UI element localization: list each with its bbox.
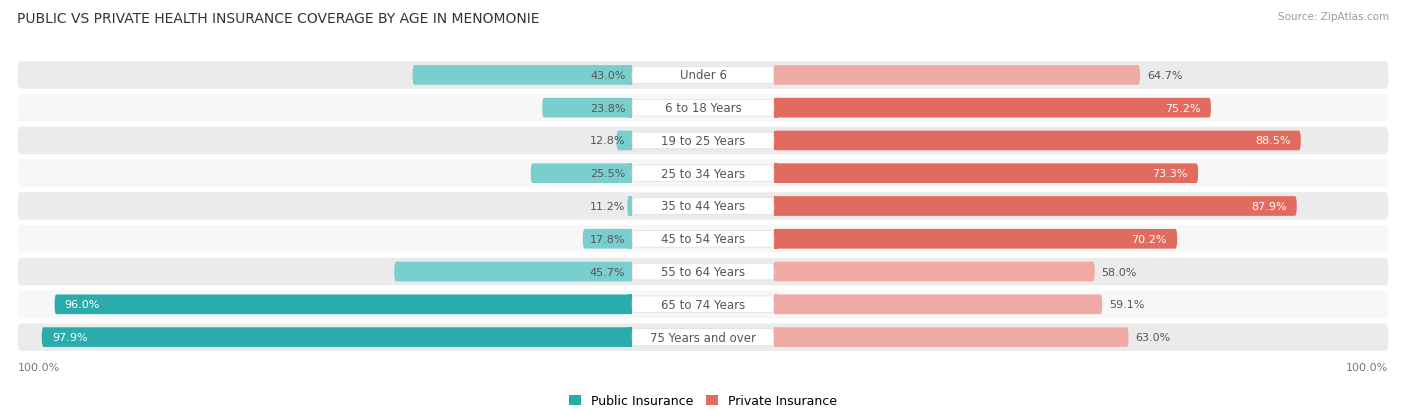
Text: 55 to 64 Years: 55 to 64 Years <box>661 266 745 278</box>
FancyBboxPatch shape <box>633 296 773 313</box>
Bar <box>773 164 778 184</box>
Text: 59.1%: 59.1% <box>1109 299 1144 310</box>
Text: 63.0%: 63.0% <box>1135 332 1171 342</box>
FancyBboxPatch shape <box>773 328 1129 347</box>
FancyBboxPatch shape <box>627 197 633 216</box>
FancyBboxPatch shape <box>633 166 773 182</box>
FancyBboxPatch shape <box>17 95 1389 122</box>
FancyBboxPatch shape <box>17 127 1389 155</box>
Bar <box>628 164 633 184</box>
Text: 75.2%: 75.2% <box>1166 103 1201 114</box>
Text: 25.5%: 25.5% <box>591 169 626 179</box>
Text: 25 to 34 Years: 25 to 34 Years <box>661 167 745 180</box>
FancyBboxPatch shape <box>531 164 633 184</box>
FancyBboxPatch shape <box>582 229 633 249</box>
Text: 70.2%: 70.2% <box>1132 234 1167 244</box>
Text: 58.0%: 58.0% <box>1101 267 1137 277</box>
Text: PUBLIC VS PRIVATE HEALTH INSURANCE COVERAGE BY AGE IN MENOMONIE: PUBLIC VS PRIVATE HEALTH INSURANCE COVER… <box>17 12 540 26</box>
Bar <box>628 295 633 314</box>
Text: 96.0%: 96.0% <box>65 299 100 310</box>
FancyBboxPatch shape <box>394 262 633 282</box>
FancyBboxPatch shape <box>17 291 1389 318</box>
FancyBboxPatch shape <box>633 133 773 150</box>
FancyBboxPatch shape <box>17 193 1389 220</box>
FancyBboxPatch shape <box>773 66 1140 85</box>
FancyBboxPatch shape <box>633 198 773 215</box>
Bar <box>628 66 633 85</box>
Bar <box>628 99 633 118</box>
FancyBboxPatch shape <box>412 66 633 85</box>
Text: 88.5%: 88.5% <box>1256 136 1291 146</box>
FancyBboxPatch shape <box>773 99 1211 118</box>
Text: 6 to 18 Years: 6 to 18 Years <box>665 102 741 115</box>
Text: 43.0%: 43.0% <box>591 71 626 81</box>
Text: 11.2%: 11.2% <box>591 202 626 211</box>
Text: 12.8%: 12.8% <box>591 136 626 146</box>
FancyBboxPatch shape <box>543 99 633 118</box>
FancyBboxPatch shape <box>633 263 773 280</box>
Text: 35 to 44 Years: 35 to 44 Years <box>661 200 745 213</box>
Text: 87.9%: 87.9% <box>1251 202 1286 211</box>
Bar <box>628 262 633 282</box>
FancyBboxPatch shape <box>633 231 773 247</box>
FancyBboxPatch shape <box>773 164 1198 184</box>
Bar <box>773 328 778 347</box>
Bar <box>628 229 633 249</box>
Text: 23.8%: 23.8% <box>591 103 626 114</box>
FancyBboxPatch shape <box>773 229 1177 249</box>
Text: 17.8%: 17.8% <box>591 234 626 244</box>
Text: Source: ZipAtlas.com: Source: ZipAtlas.com <box>1278 12 1389 22</box>
FancyBboxPatch shape <box>17 160 1389 188</box>
Bar <box>773 262 778 282</box>
FancyBboxPatch shape <box>773 197 1296 216</box>
Text: 100.0%: 100.0% <box>17 362 59 372</box>
FancyBboxPatch shape <box>773 295 1102 314</box>
Text: 45 to 54 Years: 45 to 54 Years <box>661 233 745 246</box>
Text: 65 to 74 Years: 65 to 74 Years <box>661 298 745 311</box>
Text: 19 to 25 Years: 19 to 25 Years <box>661 135 745 147</box>
FancyBboxPatch shape <box>17 323 1389 351</box>
Text: 73.3%: 73.3% <box>1153 169 1188 179</box>
Bar <box>628 197 633 216</box>
FancyBboxPatch shape <box>17 258 1389 286</box>
Bar <box>628 328 633 347</box>
FancyBboxPatch shape <box>633 329 773 346</box>
Bar <box>773 131 778 151</box>
FancyBboxPatch shape <box>773 131 1301 151</box>
FancyBboxPatch shape <box>633 100 773 117</box>
Text: 97.9%: 97.9% <box>52 332 87 342</box>
FancyBboxPatch shape <box>617 131 633 151</box>
Text: 64.7%: 64.7% <box>1147 71 1182 81</box>
Bar <box>773 295 778 314</box>
Bar <box>773 229 778 249</box>
Bar <box>773 99 778 118</box>
FancyBboxPatch shape <box>633 67 773 84</box>
FancyBboxPatch shape <box>17 62 1389 90</box>
Bar <box>628 131 633 151</box>
FancyBboxPatch shape <box>55 295 633 314</box>
FancyBboxPatch shape <box>773 262 1095 282</box>
Text: 75 Years and over: 75 Years and over <box>650 331 756 344</box>
Bar <box>773 66 778 85</box>
FancyBboxPatch shape <box>42 328 633 347</box>
Text: 45.7%: 45.7% <box>591 267 626 277</box>
Legend: Public Insurance, Private Insurance: Public Insurance, Private Insurance <box>568 394 838 408</box>
Text: 100.0%: 100.0% <box>1347 362 1389 372</box>
FancyBboxPatch shape <box>17 225 1389 253</box>
Bar <box>773 197 778 216</box>
Text: Under 6: Under 6 <box>679 69 727 82</box>
